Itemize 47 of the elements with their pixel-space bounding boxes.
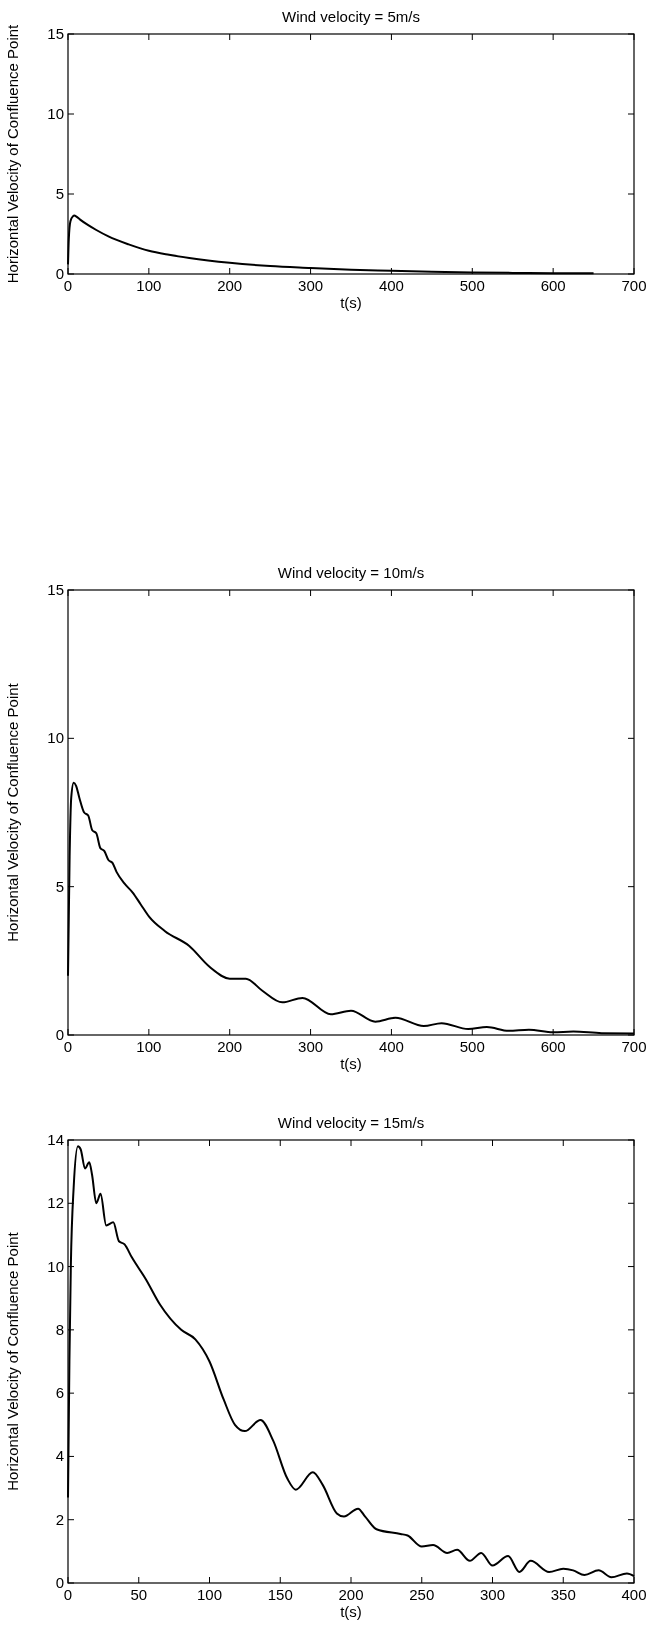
chart-title: Wind velocity = 10m/s	[277, 564, 425, 581]
x-tick-label: 200	[338, 1586, 364, 1603]
x-tick-label: 200	[217, 1038, 243, 1055]
chart-title: Wind velocity = 15m/s	[277, 1114, 425, 1131]
y-tick-label: 4	[55, 1447, 64, 1465]
y-tick-label: 0	[55, 265, 64, 282]
y-axis-title: Horizontal Velocity of Confluence Point	[4, 23, 21, 284]
y-tick-label: 2	[55, 1510, 64, 1528]
y-tick-label: 12	[47, 1194, 64, 1212]
y-axis-title: Horizontal Velocity of Confluence Point	[4, 1231, 21, 1491]
y-tick-label: 8	[55, 1320, 64, 1338]
x-tick-label: 300	[298, 1038, 324, 1055]
y-tick-label: 10	[47, 105, 64, 122]
x-axis-title: t(s)	[340, 1603, 362, 1620]
x-tick-label: 50	[130, 1586, 148, 1603]
y-tick-label: 15	[47, 581, 64, 598]
y-tick-label: 14	[47, 1131, 64, 1148]
y-tick-label: 6	[55, 1384, 64, 1402]
x-tick-label: 100	[136, 1038, 162, 1055]
x-tick-label: 100	[196, 1586, 223, 1603]
x-tick-label: 400	[378, 277, 404, 294]
x-axis-title: t(s)	[340, 294, 362, 311]
x-tick-label: 500	[459, 277, 485, 294]
x-tick-label: 300	[479, 1586, 506, 1603]
y-tick-label: 5	[55, 185, 64, 202]
y-axis-title: Horizontal Velocity of Confluence Point	[4, 682, 21, 942]
x-tick-label: 400	[378, 1038, 404, 1055]
y-tick-label: 0	[55, 1026, 64, 1043]
x-axis-title: t(s)	[340, 1055, 362, 1072]
x-tick-label: 600	[540, 1038, 566, 1055]
x-tick-label: 300	[298, 277, 324, 294]
x-tick-label: 400	[621, 1586, 647, 1603]
y-tick-label: 0	[55, 1574, 64, 1591]
y-tick-label: 10	[47, 729, 64, 747]
y-tick-label: 5	[55, 877, 64, 895]
x-tick-label: 150	[267, 1586, 293, 1603]
x-tick-label: 500	[459, 1038, 485, 1055]
y-tick-label: 10	[47, 1257, 64, 1275]
x-tick-label: 700	[621, 1038, 647, 1055]
y-tick-label: 15	[47, 25, 64, 42]
x-tick-label: 700	[621, 277, 647, 294]
x-tick-label: 350	[550, 1586, 576, 1603]
x-tick-label: 100	[136, 277, 162, 294]
chart-title: Wind velocity = 5m/s	[282, 8, 420, 25]
x-tick-label: 200	[217, 277, 243, 294]
x-tick-label: 250	[409, 1586, 435, 1603]
x-tick-label: 600	[540, 277, 566, 294]
